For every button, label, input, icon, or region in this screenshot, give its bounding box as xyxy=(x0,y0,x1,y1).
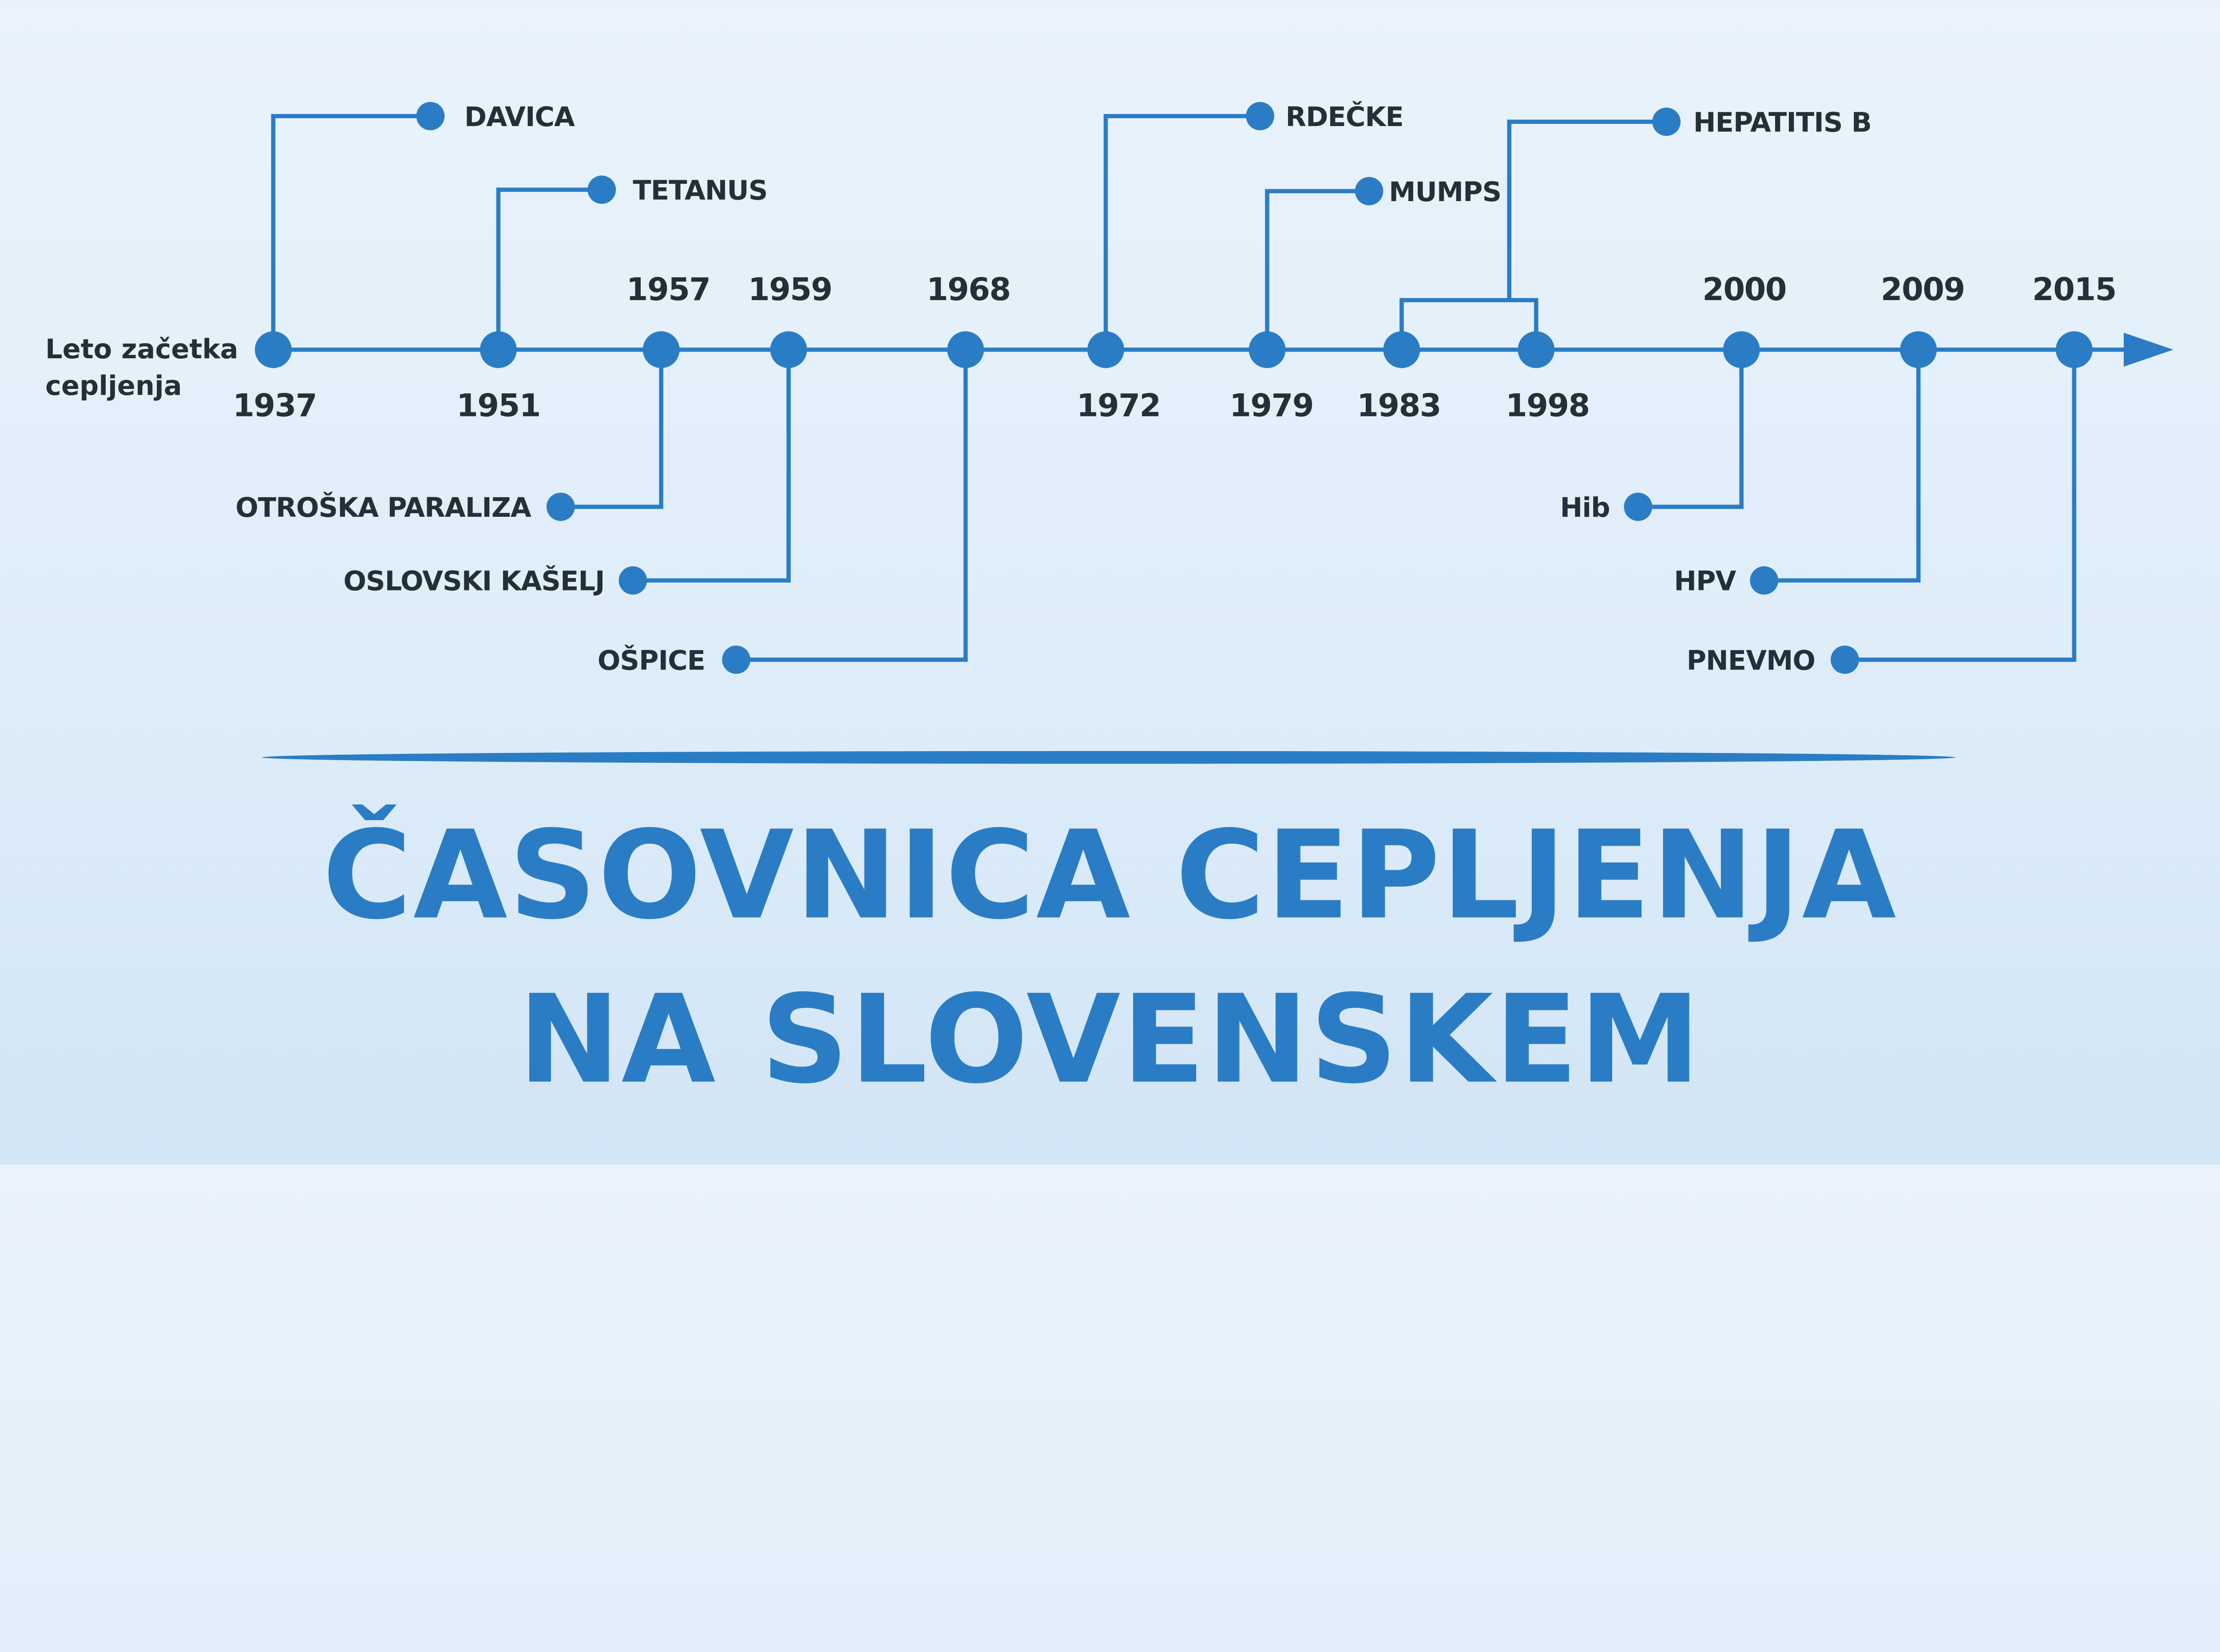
title-line1: ČASOVNICA CEPLJENJA xyxy=(322,803,1898,946)
branch-line xyxy=(1638,349,1744,509)
timeline-node-1957 xyxy=(642,331,680,368)
timeline-node-1968 xyxy=(947,331,984,368)
branch-line xyxy=(271,114,431,350)
branch-line xyxy=(1507,119,1667,301)
year-label: 1957 xyxy=(626,271,710,308)
axis-label-line1: Leto začetka xyxy=(45,334,238,365)
title-divider xyxy=(262,751,1955,764)
vaccine-dot xyxy=(1624,492,1653,521)
vaccine-dot xyxy=(1355,177,1384,206)
timeline-node-2000 xyxy=(1723,331,1760,368)
vaccine-label: OTROŠKA PARALIZA xyxy=(235,492,531,523)
timeline-node-2015 xyxy=(2056,331,2093,368)
year-label: 1959 xyxy=(748,271,832,308)
year-label: 1937 xyxy=(233,387,317,424)
year-label: 1951 xyxy=(456,387,540,424)
timeline-node-1998 xyxy=(1518,331,1555,368)
year-label: 2009 xyxy=(1881,271,1965,308)
year-label: 1998 xyxy=(1506,387,1590,424)
vaccine-label: OSLOVSKI KAŠELJ xyxy=(343,566,604,597)
axis-label-line2: cepljenja xyxy=(45,371,182,402)
year-label: 1979 xyxy=(1229,387,1313,424)
vaccine-dot xyxy=(1831,646,1859,674)
arrow-head-icon xyxy=(2124,333,2173,367)
branch-line xyxy=(1265,189,1369,350)
timeline-node-1979 xyxy=(1249,331,1286,368)
vaccine-label: HPV xyxy=(1674,566,1736,597)
vaccine-label: RDEČKE xyxy=(1285,101,1403,133)
branch-line xyxy=(633,349,791,583)
timeline-node-1983 xyxy=(1383,331,1420,368)
year-label: 2000 xyxy=(1702,271,1786,308)
year-label: 1972 xyxy=(1077,387,1161,424)
vaccine-dot xyxy=(1246,102,1274,131)
vaccination-timeline: 1937 DAVICA 1951 TETANUS 1957 OTROŠKA PARALIZ… xyxy=(45,101,2173,1110)
branch-line xyxy=(496,187,602,350)
timeline-node-1959 xyxy=(770,331,807,368)
vaccine-label: PNEVMO xyxy=(1687,645,1815,676)
vaccine-dot xyxy=(1750,566,1779,595)
vaccine-label: Hib xyxy=(1560,492,1610,523)
year-label: 1968 xyxy=(927,271,1011,308)
vaccine-dot xyxy=(546,492,575,521)
vaccine-label: TETANUS xyxy=(633,175,767,206)
branch-line xyxy=(736,349,968,662)
timeline-node-2009 xyxy=(1900,331,1937,368)
vaccine-dot xyxy=(1652,107,1681,136)
branch-line xyxy=(1764,349,1921,583)
timeline-node-1972 xyxy=(1087,331,1124,368)
vaccine-dot xyxy=(416,102,445,131)
vaccine-label: DAVICA xyxy=(464,102,575,133)
year-label: 1983 xyxy=(1357,387,1441,424)
vaccine-dot xyxy=(618,566,647,595)
vaccine-label: HEPATITIS B xyxy=(1693,107,1871,139)
vaccine-dot xyxy=(722,646,751,674)
year-label: 2015 xyxy=(2032,271,2116,308)
timeline-node-1951 xyxy=(480,331,517,368)
vaccine-dot xyxy=(587,175,616,204)
vaccine-label: OŠPICE xyxy=(598,645,705,676)
title-line2: NA SLOVENSKEM xyxy=(518,968,1702,1110)
branch-line xyxy=(1844,349,2077,662)
branch-line xyxy=(560,349,663,509)
branch-line xyxy=(1103,114,1261,350)
timeline-node-1937 xyxy=(254,331,292,368)
branch-bracket xyxy=(1399,298,1538,350)
vaccine-label: MUMPS xyxy=(1389,177,1501,208)
